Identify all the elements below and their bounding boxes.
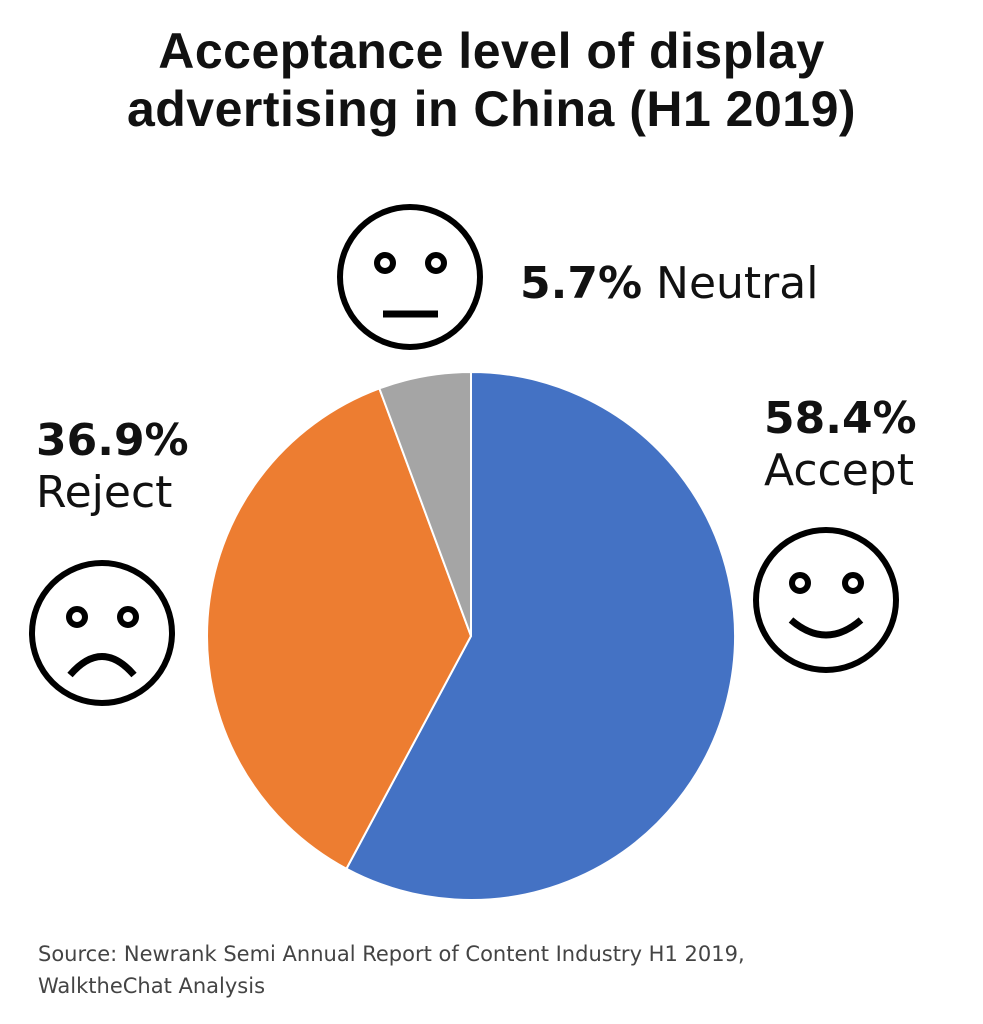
chart-title-line-2: advertising in China (H1 2019) bbox=[126, 81, 857, 137]
reject-name: Reject bbox=[36, 467, 173, 518]
reject-label: 36.9% Reject bbox=[36, 415, 189, 519]
source-line-2: WalktheChat Analysis bbox=[38, 974, 266, 998]
neutral-face-icon bbox=[337, 204, 483, 350]
reject-value: 36.9% bbox=[36, 415, 189, 466]
neutral-name: Neutral bbox=[656, 258, 819, 309]
frowning-face-icon bbox=[29, 560, 175, 706]
pie-slice-neutral bbox=[378, 370, 472, 637]
accept-value: 58.4% bbox=[764, 393, 917, 444]
pie-slices bbox=[206, 370, 736, 901]
chart-title: Acceptance level of display advertising … bbox=[0, 22, 983, 138]
pie-slice-reject bbox=[206, 387, 473, 871]
chart-title-line-1: Acceptance level of display bbox=[158, 23, 825, 79]
neutral-value: 5.7% bbox=[520, 258, 643, 309]
source-note: Source: Newrank Semi Annual Report of Co… bbox=[38, 938, 745, 1002]
neutral-label: 5.7% Neutral bbox=[520, 258, 818, 310]
accept-label: 58.4% Accept bbox=[764, 393, 917, 497]
accept-name: Accept bbox=[764, 445, 914, 496]
source-line-1: Source: Newrank Semi Annual Report of Co… bbox=[38, 942, 745, 966]
pie-slice-accept bbox=[345, 370, 736, 901]
smiling-face-icon bbox=[753, 527, 899, 673]
